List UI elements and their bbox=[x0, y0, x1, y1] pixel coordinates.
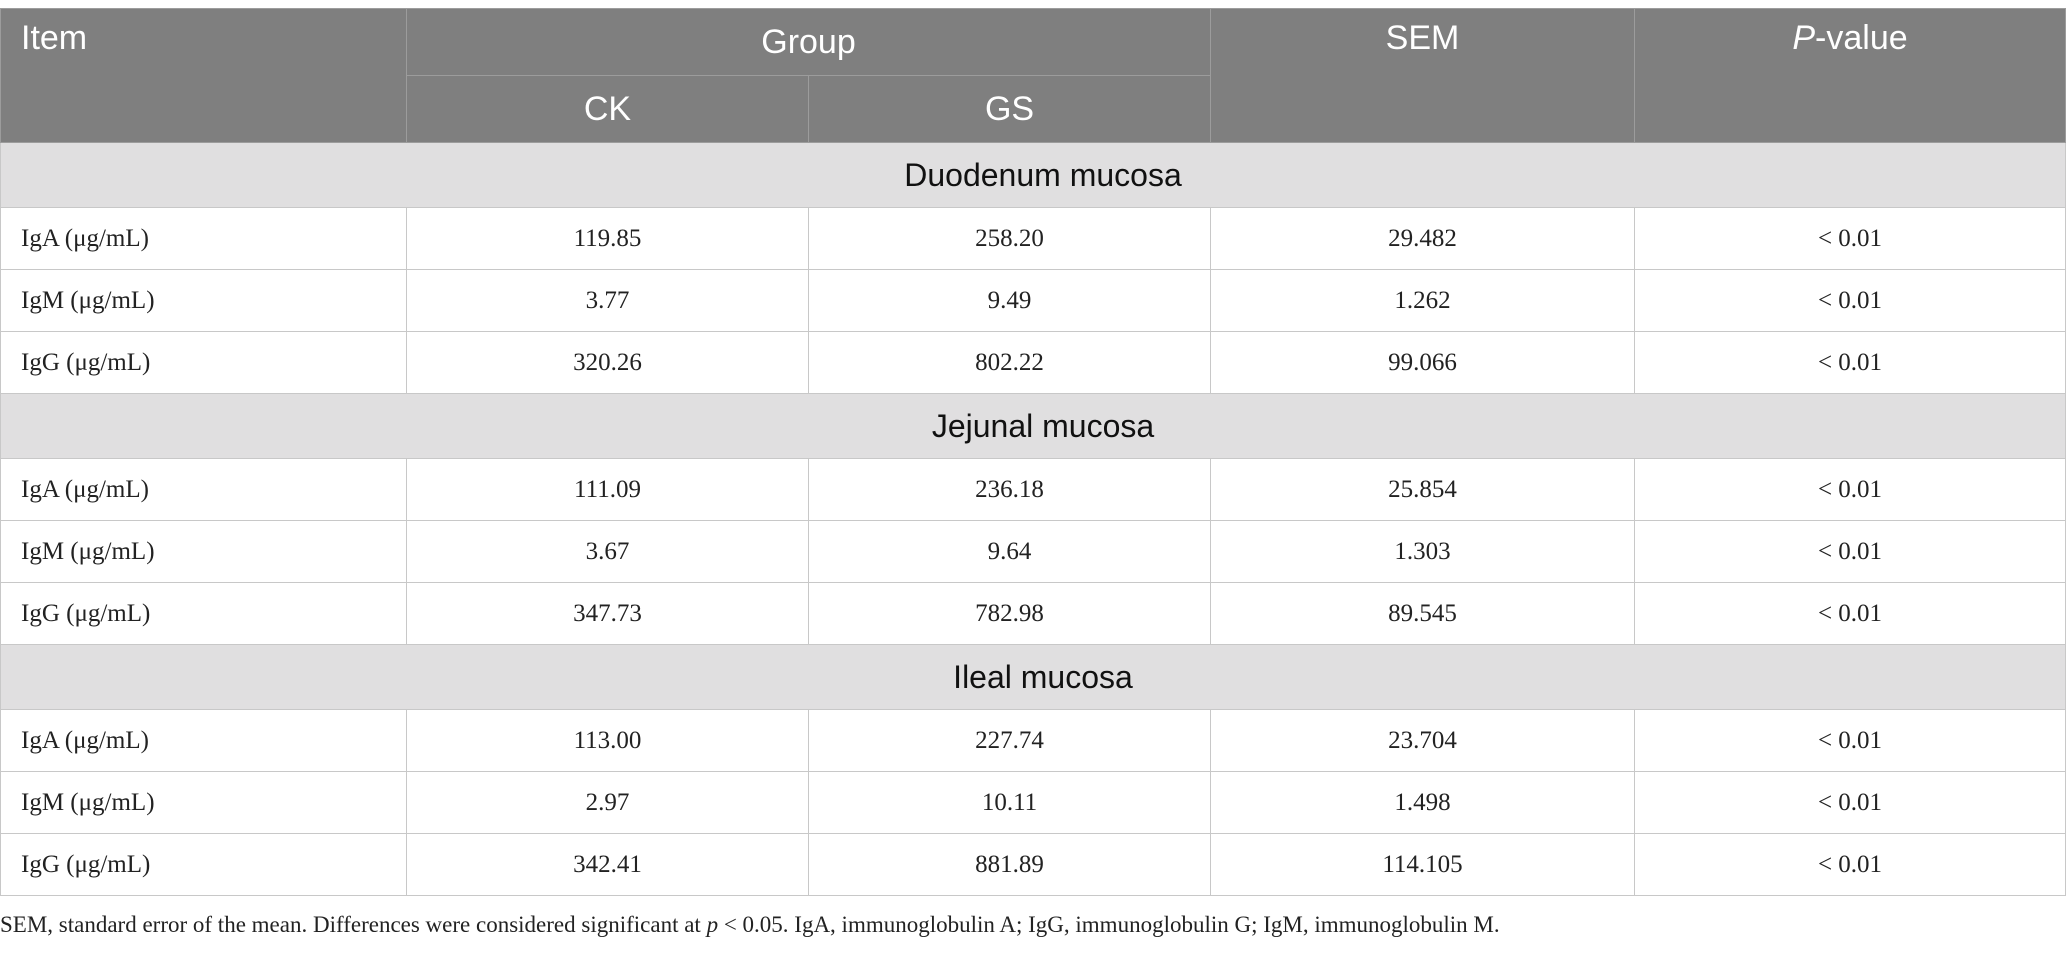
section-title: Duodenum mucosa bbox=[0, 142, 2066, 208]
sem-value: 25.854 bbox=[1210, 458, 1635, 521]
ck-value: 2.97 bbox=[406, 771, 809, 834]
group-header: Group bbox=[406, 8, 1211, 76]
ck-value: 3.67 bbox=[406, 520, 809, 583]
gs-value: 227.74 bbox=[808, 709, 1211, 772]
sem-value: 1.262 bbox=[1210, 269, 1635, 332]
table-row: IgG (μg/mL) 320.26 802.22 99.066 < 0.01 bbox=[0, 331, 2066, 394]
table-row: IgA (μg/mL) 113.00 227.74 23.704 < 0.01 bbox=[0, 709, 2066, 772]
sem-header: SEM bbox=[1210, 8, 1635, 143]
ck-value: 320.26 bbox=[406, 331, 809, 394]
p-value: < 0.01 bbox=[1634, 458, 2066, 521]
row-label: IgG (μg/mL) bbox=[0, 582, 407, 645]
footnote-text-2: < 0.05. IgA, immunoglobulin A; IgG, immu… bbox=[718, 912, 1500, 937]
ck-value: 111.09 bbox=[406, 458, 809, 521]
p-value: < 0.01 bbox=[1634, 709, 2066, 772]
gs-value: 782.98 bbox=[808, 582, 1211, 645]
ck-value: 342.41 bbox=[406, 833, 809, 896]
header-row-2: CK GS bbox=[1, 75, 2066, 143]
table-row: IgG (μg/mL) 342.41 881.89 114.105 < 0.01 bbox=[0, 833, 2066, 896]
p-value: < 0.01 bbox=[1634, 269, 2066, 332]
row-label: IgM (μg/mL) bbox=[0, 771, 407, 834]
section-row-duodenum: Duodenum mucosa bbox=[0, 142, 2066, 208]
ck-value: 347.73 bbox=[406, 582, 809, 645]
sem-value: 114.105 bbox=[1210, 833, 1635, 896]
row-label: IgM (μg/mL) bbox=[0, 269, 407, 332]
sem-value: 89.545 bbox=[1210, 582, 1635, 645]
section-row-jejunal: Jejunal mucosa bbox=[0, 393, 2066, 459]
table-row: IgM (μg/mL) 3.67 9.64 1.303 < 0.01 bbox=[0, 520, 2066, 583]
p-value-header-rest: -value bbox=[1815, 19, 1908, 57]
gs-value: 9.49 bbox=[808, 269, 1211, 332]
gs-value: 236.18 bbox=[808, 458, 1211, 521]
row-label: IgA (μg/mL) bbox=[0, 709, 407, 772]
sem-value: 23.704 bbox=[1210, 709, 1635, 772]
table-row: IgM (μg/mL) 2.97 10.11 1.498 < 0.01 bbox=[0, 771, 2066, 834]
p-value-header-p: P bbox=[1792, 19, 1816, 57]
table-row: IgM (μg/mL) 3.77 9.49 1.262 < 0.01 bbox=[0, 269, 2066, 332]
gs-value: 802.22 bbox=[808, 331, 1211, 394]
table-row: IgG (μg/mL) 347.73 782.98 89.545 < 0.01 bbox=[0, 582, 2066, 645]
row-label: IgG (μg/mL) bbox=[0, 833, 407, 896]
p-value: < 0.01 bbox=[1634, 582, 2066, 645]
footnote-text-1: SEM, standard error of the mean. Differe… bbox=[0, 912, 707, 937]
p-value: < 0.01 bbox=[1634, 331, 2066, 394]
sem-value: 1.303 bbox=[1210, 520, 1635, 583]
p-value-header: P-value bbox=[1634, 8, 2066, 143]
results-table: Item Group SEM P-value CK GS Duodenum mu… bbox=[0, 8, 2066, 896]
ck-value: 119.85 bbox=[406, 207, 809, 270]
p-value: < 0.01 bbox=[1634, 771, 2066, 834]
section-title: Ileal mucosa bbox=[0, 644, 2066, 710]
p-value: < 0.01 bbox=[1634, 520, 2066, 583]
gs-value: 9.64 bbox=[808, 520, 1211, 583]
gs-header: GS bbox=[808, 75, 1211, 143]
p-value: < 0.01 bbox=[1634, 207, 2066, 270]
footnote-p: p bbox=[706, 912, 719, 937]
table-footnote: SEM, standard error of the mean. Differe… bbox=[0, 912, 1500, 938]
sem-value: 99.066 bbox=[1210, 331, 1635, 394]
row-label: IgM (μg/mL) bbox=[0, 520, 407, 583]
gs-value: 10.11 bbox=[808, 771, 1211, 834]
ck-header: CK bbox=[406, 75, 809, 143]
sem-value: 1.498 bbox=[1210, 771, 1635, 834]
section-row-ileal: Ileal mucosa bbox=[0, 644, 2066, 710]
table-row: IgA (μg/mL) 119.85 258.20 29.482 < 0.01 bbox=[0, 207, 2066, 270]
p-value: < 0.01 bbox=[1634, 833, 2066, 896]
gs-value: 881.89 bbox=[808, 833, 1211, 896]
row-label: IgA (μg/mL) bbox=[0, 207, 407, 270]
table-row: IgA (μg/mL) 111.09 236.18 25.854 < 0.01 bbox=[0, 458, 2066, 521]
sem-value: 29.482 bbox=[1210, 207, 1635, 270]
table-body: Duodenum mucosa IgA (μg/mL) 119.85 258.2… bbox=[0, 142, 2066, 896]
section-title: Jejunal mucosa bbox=[0, 393, 2066, 459]
ck-value: 113.00 bbox=[406, 709, 809, 772]
row-label: IgG (μg/mL) bbox=[0, 331, 407, 394]
header-row-1: Item Group SEM P-value bbox=[0, 8, 2066, 143]
row-label: IgA (μg/mL) bbox=[0, 458, 407, 521]
gs-value: 258.20 bbox=[808, 207, 1211, 270]
item-header: Item bbox=[0, 8, 407, 143]
ck-value: 3.77 bbox=[406, 269, 809, 332]
